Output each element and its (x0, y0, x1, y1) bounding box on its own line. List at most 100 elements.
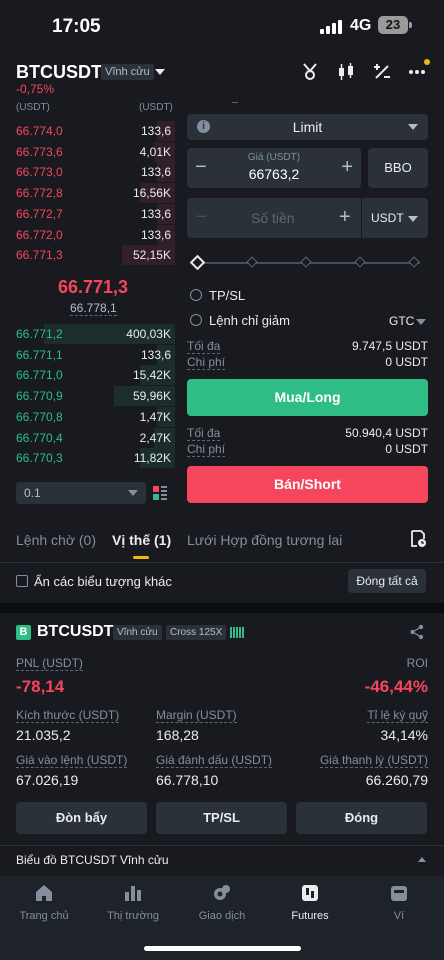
depth-bar (122, 245, 175, 266)
sell-max-label: Tối đa (187, 426, 221, 441)
symbol-dropdown-icon[interactable] (155, 69, 165, 75)
order-qty: 15,42K (132, 368, 171, 383)
order-price: 66.773,0 (16, 165, 63, 180)
reduce-only-label: Lệnh chỉ giảm (209, 313, 290, 328)
reduce-only-radio[interactable] (190, 314, 202, 326)
entry-price-value: 67.026,19 (16, 772, 79, 788)
mark-price-label: Giá đánh dấu (USDT) (156, 753, 273, 768)
percent-icon[interactable] (371, 62, 393, 82)
ask-row[interactable]: 66.773,0 133,6 (0, 162, 175, 183)
nav-wallet[interactable]: Ví (359, 882, 439, 922)
size-value: 21.035,2 (16, 727, 71, 743)
sell-cost-value: 0 USDT (385, 442, 428, 456)
bid-row[interactable]: 66.771,2 400,03K (0, 324, 175, 344)
tab-futures-grid[interactable]: Lưới Hợp đồng tương lai (187, 532, 343, 548)
chart-row-label: Biểu đồ BTCUSDT Vĩnh cửu (16, 853, 169, 867)
price-value[interactable]: 66763,2 (248, 166, 300, 182)
funding-icon[interactable] (299, 62, 321, 82)
share-icon[interactable] (409, 624, 425, 645)
slider-step[interactable] (354, 256, 366, 268)
bid-row[interactable]: 66.770,9 59,96K (0, 386, 175, 407)
order-qty: 1,47K (139, 409, 171, 424)
position-symbol[interactable]: BTCUSDT (37, 623, 114, 640)
ask-row[interactable]: 66.772,0 133,6 (0, 224, 175, 245)
margin-mode-tag: Cross 125X (166, 625, 227, 640)
tpsl-button[interactable]: TP/SL (156, 802, 287, 834)
price-label: Giá (USDT) (247, 152, 301, 163)
bid-row[interactable]: 66.771,0 15,42K (0, 365, 175, 386)
entry-price-label: Giá vào lệnh (USDT) (16, 753, 128, 768)
order-qty: 133,6 (140, 165, 171, 180)
chevron-up-icon (418, 857, 426, 862)
ask-row[interactable]: 66.772,7 133,6 (0, 203, 175, 224)
ask-row[interactable]: 66.772,8 16,56K (0, 183, 175, 204)
close-position-button[interactable]: Đóng (296, 802, 427, 834)
bid-row[interactable]: 66.770,3 11,82K (0, 448, 175, 469)
bid-row[interactable]: 66.770,8 1,47K (0, 406, 175, 427)
price-increment-button[interactable]: + (341, 156, 353, 178)
close-all-button[interactable]: Đóng tất cả (348, 569, 426, 593)
slider-step[interactable] (246, 256, 258, 268)
order-price: 66.770,8 (16, 409, 63, 424)
order-qty: 400,03K (126, 327, 171, 341)
ask-row[interactable]: 66.773,6 4,01K (0, 141, 175, 162)
bid-row[interactable]: 66.771,1 133,6 (0, 344, 175, 365)
amount-slider-handle[interactable] (189, 254, 206, 271)
order-price: 66.771,3 (16, 248, 63, 263)
slider-step[interactable] (300, 256, 312, 268)
amount-unit[interactable]: USDT (371, 211, 404, 225)
buy-cost-value: 0 USDT (385, 355, 428, 369)
position-side-badge: B (16, 625, 31, 640)
buy-long-button[interactable]: Mua/Long (187, 379, 428, 416)
risk-level-icon (230, 627, 244, 638)
amount-placeholder[interactable]: Số tiền (251, 210, 295, 226)
sell-cost-label: Chi phí (187, 442, 226, 457)
nav-markets[interactable]: Thị trường (93, 882, 173, 922)
liq-price-value: 66.260,79 (365, 772, 428, 788)
tpsl-label: TP/SL (209, 288, 246, 303)
depth-bar (140, 183, 175, 204)
chevron-down-icon[interactable] (416, 319, 426, 325)
order-qty: 133,6 (140, 206, 171, 221)
more-icon[interactable] (406, 62, 428, 82)
symbol-title[interactable]: BTCUSDT (16, 62, 102, 82)
candlestick-icon[interactable] (335, 62, 357, 82)
tif-select[interactable]: GTC (389, 314, 415, 328)
price-decrement-button[interactable]: − (195, 156, 207, 178)
order-qty: 133,6 (140, 124, 171, 138)
price-input[interactable]: − Giá (USDT) 66763,2 + (187, 148, 361, 188)
contract-tag: Vĩnh cửu (101, 64, 154, 80)
sell-short-button[interactable]: Bán/Short (187, 466, 428, 503)
order-qty: 133,6 (140, 347, 171, 362)
amount-input[interactable]: − Số tiền + USDT (187, 198, 428, 238)
mark-price: 66.778,1 (70, 301, 117, 316)
nav-futures[interactable]: Futures (270, 882, 350, 922)
nav-label: Trang chủ (19, 910, 69, 922)
chart-toggle-row[interactable]: Biểu đồ BTCUSDT Vĩnh cửu (0, 845, 444, 875)
tpsl-radio[interactable] (190, 289, 202, 301)
battery-tip (409, 22, 412, 28)
slider-step[interactable] (408, 256, 420, 268)
status-time: 17:05 (52, 16, 101, 37)
nav-trade[interactable]: Giao dịch (182, 882, 262, 922)
bbo-button[interactable]: BBO (368, 148, 428, 188)
futures-icon (302, 885, 318, 901)
history-icon[interactable] (409, 530, 427, 553)
amount-decrement-button[interactable]: − (195, 206, 207, 228)
step-select[interactable]: 0.1 (16, 482, 146, 504)
hide-symbols-checkbox[interactable] (16, 575, 28, 587)
leverage-button[interactable]: Đòn bẩy (16, 802, 147, 834)
tab-positions[interactable]: Vị thế (1) (112, 532, 172, 548)
amount-increment-button[interactable]: + (339, 206, 351, 228)
order-type-select[interactable]: i Limit (187, 114, 428, 140)
roi-value: -46,44% (364, 677, 428, 696)
ask-row[interactable]: 66.774,0 133,6 (0, 121, 175, 141)
depth-bar (157, 121, 175, 141)
ask-row[interactable]: 66.771,3 52,15K (0, 245, 175, 266)
bid-row[interactable]: 66.770,4 2,47K (0, 427, 175, 448)
nav-home[interactable]: Trang chủ (4, 882, 84, 922)
book-layout-icon[interactable] (153, 486, 167, 500)
order-price: 66.772,0 (16, 227, 63, 242)
info-icon[interactable]: i (197, 120, 210, 133)
tab-open-orders[interactable]: Lệnh chờ (0) (16, 532, 97, 548)
